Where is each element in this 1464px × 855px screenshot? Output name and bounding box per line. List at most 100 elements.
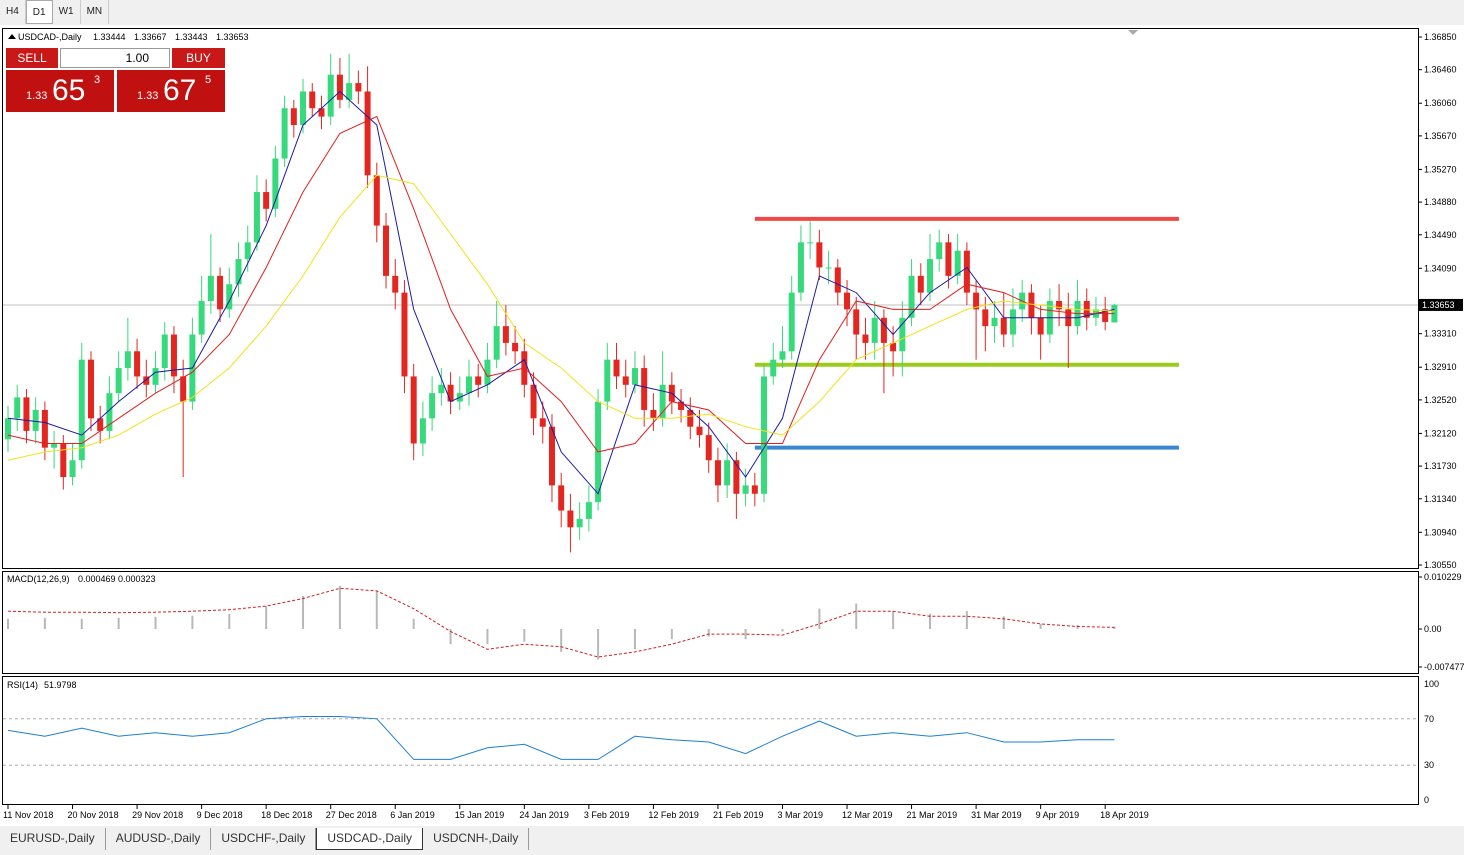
y-tick-label: 1.31730 bbox=[1424, 461, 1457, 471]
candle-body bbox=[484, 359, 491, 385]
sell-button[interactable]: SELL bbox=[6, 48, 58, 68]
volume-input[interactable]: 1.00 bbox=[60, 48, 170, 68]
candle-body bbox=[687, 409, 694, 427]
macd-bar bbox=[929, 613, 931, 629]
candle-body bbox=[585, 502, 592, 519]
x-tick-label: 12 Mar 2019 bbox=[842, 810, 893, 820]
tab[interactable]: AUDUSD-,Daily bbox=[106, 828, 212, 850]
candle-body bbox=[410, 376, 417, 444]
candle-body bbox=[244, 242, 251, 260]
tab[interactable]: USDCNH-,Daily bbox=[423, 828, 530, 850]
candle-body bbox=[364, 91, 371, 176]
price-pips: 67 bbox=[163, 74, 197, 107]
y-tick-label: 1.34490 bbox=[1424, 230, 1457, 240]
tab[interactable]: H4 bbox=[0, 0, 26, 24]
candle-body bbox=[982, 309, 989, 327]
candle-body bbox=[115, 368, 122, 394]
moving-average bbox=[7, 115, 1115, 453]
candle-body bbox=[198, 301, 205, 335]
candle-body bbox=[714, 460, 721, 486]
candle-body bbox=[991, 317, 998, 327]
candle-body bbox=[170, 334, 177, 377]
candle-body bbox=[290, 108, 297, 125]
candle-body bbox=[927, 259, 933, 293]
candle-body bbox=[281, 108, 288, 159]
candle-body bbox=[217, 275, 224, 310]
candle-body bbox=[152, 368, 159, 385]
rsi-value: 51.9798 bbox=[44, 680, 77, 690]
buy-price[interactable]: 1.33 67 5 bbox=[117, 70, 225, 112]
candle-body bbox=[502, 326, 509, 343]
candle-body bbox=[429, 393, 436, 419]
candle-body bbox=[788, 292, 795, 352]
x-tick-label: 18 Dec 2018 bbox=[261, 810, 312, 820]
candle-body bbox=[908, 275, 915, 318]
candle-body bbox=[576, 518, 583, 528]
candle-body bbox=[272, 158, 279, 209]
timeframe-tabs: H4 D1 W1 MN bbox=[0, 0, 110, 24]
macd-bar bbox=[892, 611, 895, 629]
y-tick-label: 1.35270 bbox=[1424, 164, 1457, 174]
macd-bar bbox=[1002, 616, 1005, 629]
tab[interactable]: D1 bbox=[25, 0, 53, 24]
price-pips: 65 bbox=[52, 74, 86, 107]
candle-body bbox=[539, 418, 546, 427]
macd-bar bbox=[338, 585, 341, 629]
candle-body bbox=[954, 250, 961, 276]
candle-body bbox=[32, 409, 39, 431]
sell-price[interactable]: 1.33 65 3 bbox=[6, 70, 114, 112]
macd-bar bbox=[265, 606, 268, 629]
chart: USDCAD-,Daily 1.33444 1.33667 1.33443 1.… bbox=[0, 25, 1464, 826]
candle-body bbox=[438, 384, 445, 394]
candle-body bbox=[567, 510, 574, 528]
candle-body bbox=[180, 376, 187, 402]
tab[interactable]: MN bbox=[81, 0, 110, 24]
macd-bar bbox=[1039, 623, 1042, 629]
candle-body bbox=[51, 443, 58, 448]
candle-body bbox=[493, 326, 500, 360]
candle-body bbox=[124, 351, 131, 369]
current-price-box bbox=[1419, 298, 1463, 311]
candle-body bbox=[392, 275, 399, 293]
candle-body bbox=[816, 242, 823, 268]
candle-body bbox=[401, 292, 408, 377]
candle-body bbox=[336, 74, 343, 100]
y-tick-label: 0.00 bbox=[1424, 624, 1442, 634]
y-tick-label: 1.31340 bbox=[1424, 494, 1457, 504]
buy-button[interactable]: BUY bbox=[172, 48, 225, 68]
price-big: 1.33 bbox=[26, 90, 48, 102]
y-tick-label: 0 bbox=[1424, 795, 1429, 805]
macd-bar bbox=[744, 628, 747, 640]
frame bbox=[2, 676, 1419, 805]
candle-body bbox=[834, 267, 841, 293]
tab[interactable]: W1 bbox=[53, 0, 81, 24]
candle-body bbox=[143, 376, 150, 385]
candle-body bbox=[309, 91, 316, 109]
candle-body bbox=[770, 359, 777, 377]
candle-body bbox=[705, 435, 712, 461]
y-tick-label: 1.32910 bbox=[1424, 362, 1457, 372]
candle-body bbox=[862, 334, 869, 343]
candle-body bbox=[226, 284, 233, 310]
x-tick-label: 27 Dec 2018 bbox=[326, 810, 377, 820]
candle-body bbox=[300, 91, 307, 125]
candle-body bbox=[134, 351, 141, 377]
macd-bar bbox=[228, 613, 231, 629]
x-tick-label: 3 Mar 2019 bbox=[777, 810, 823, 820]
candle-body bbox=[235, 259, 242, 285]
tab[interactable]: EURUSD-,Daily bbox=[0, 828, 106, 850]
tab[interactable]: USDCHF-,Daily bbox=[211, 828, 317, 850]
macd-bar bbox=[560, 628, 563, 652]
macd-bar bbox=[523, 628, 526, 642]
rsi-line bbox=[7, 716, 1115, 760]
candle-body bbox=[936, 242, 943, 260]
macd-bar bbox=[1113, 626, 1116, 629]
y-tick-label: 1.35670 bbox=[1424, 131, 1457, 141]
x-tick-label: 20 Nov 2018 bbox=[68, 810, 119, 820]
tab[interactable]: USDCAD-,Daily bbox=[316, 828, 424, 850]
candle-body bbox=[558, 485, 565, 511]
rsi-label: RSI(14) bbox=[7, 680, 38, 690]
price-frac: 3 bbox=[94, 74, 101, 86]
collapse-icon bbox=[8, 34, 16, 39]
